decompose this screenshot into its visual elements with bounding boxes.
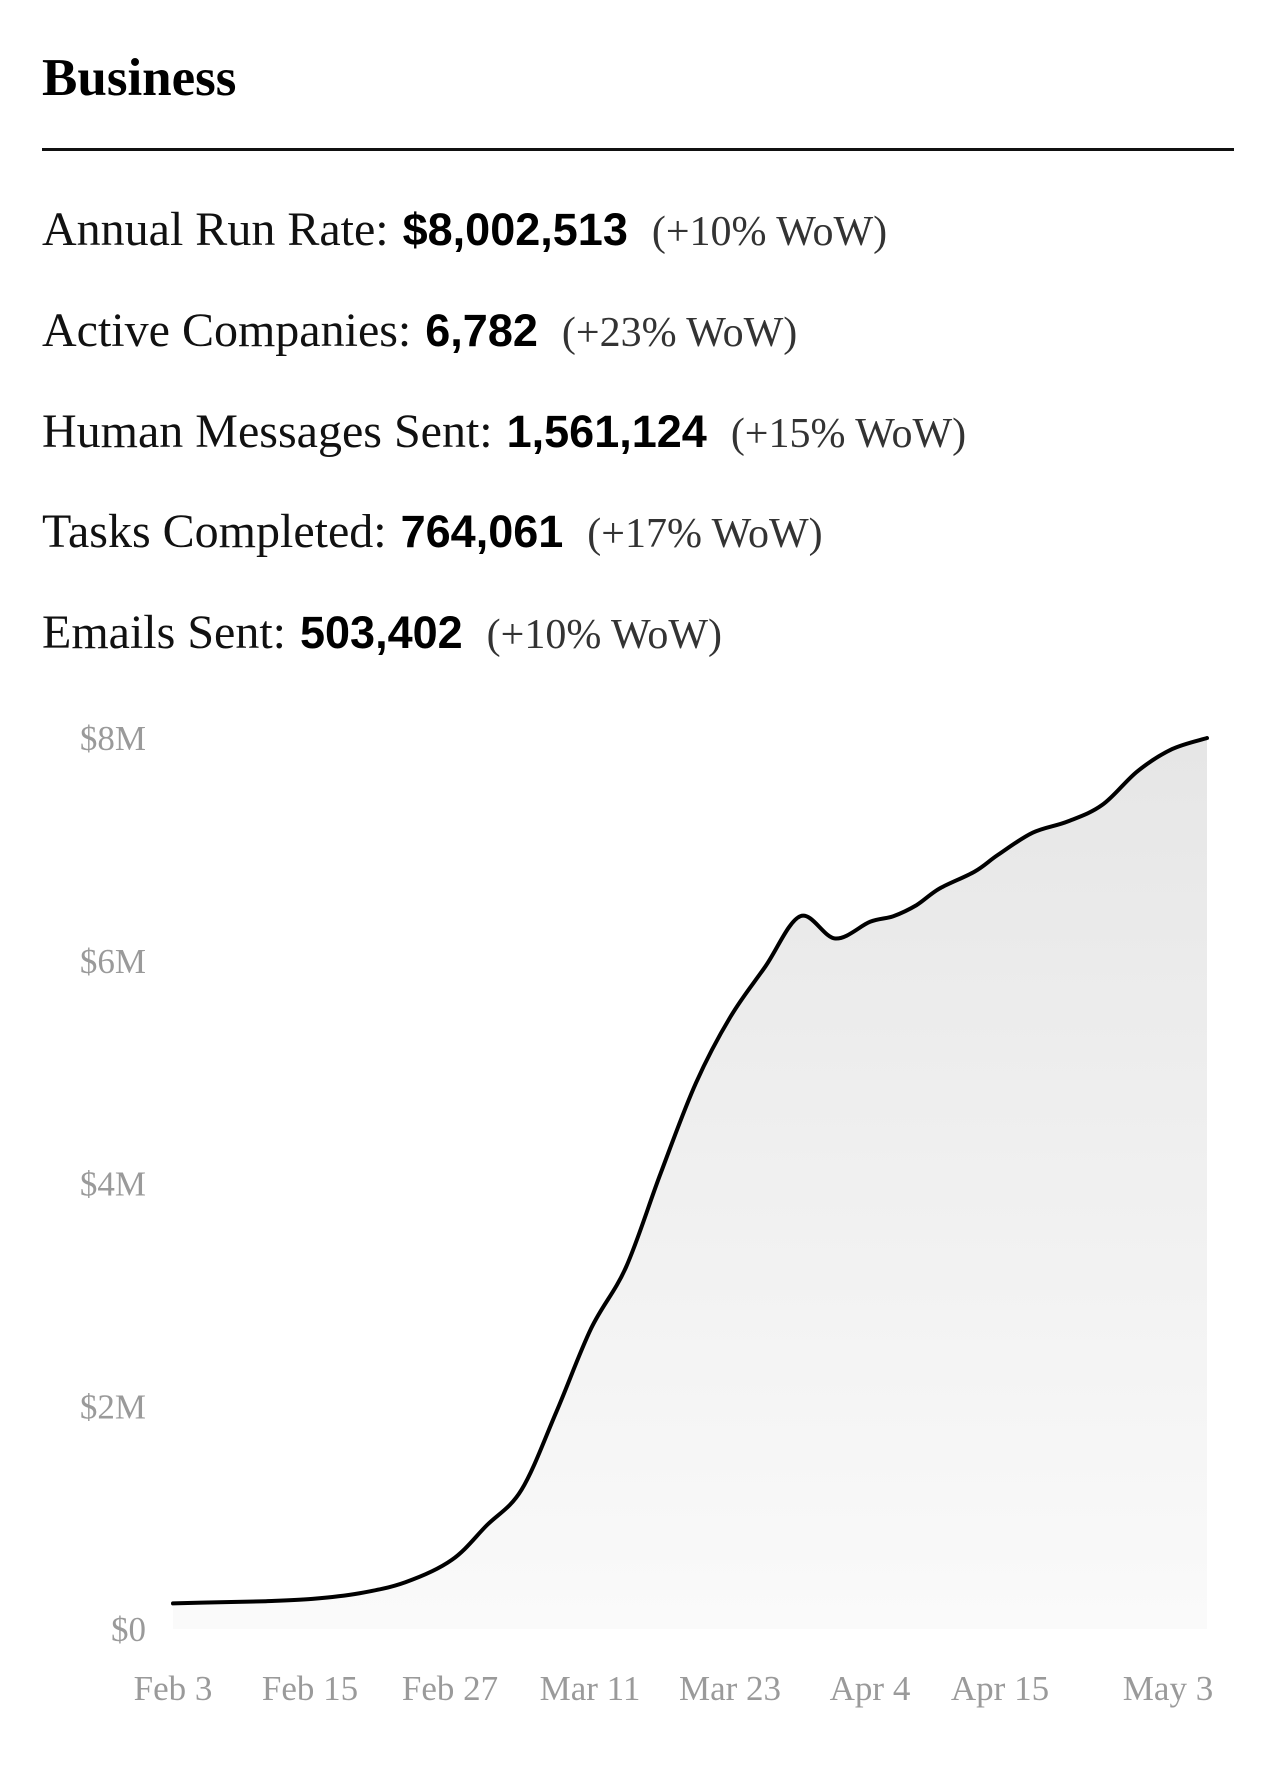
metric-value: 503,402 xyxy=(299,607,463,658)
metric-label: Emails Sent: xyxy=(42,606,286,659)
metric-change: (+10% WoW) xyxy=(651,209,888,255)
metric-label: Annual Run Rate: xyxy=(42,203,389,256)
title-divider xyxy=(42,148,1234,151)
metric-value: 1,561,124 xyxy=(506,406,707,457)
x-axis-ticks: Feb 3 Feb 15 Feb 27 Mar 11 Mar 23 Apr 4 Apr 15… xyxy=(134,1669,1214,1708)
y-tick-label: $8M xyxy=(80,719,146,758)
metric-change: (+17% WoW) xyxy=(587,511,823,557)
x-tick-label: Apr 4 xyxy=(830,1669,911,1708)
metric-change: (+23% WoW) xyxy=(561,310,798,356)
metric-change: (+15% WoW) xyxy=(730,411,967,457)
metric-change: (+10% WoW) xyxy=(486,612,722,658)
metric-tasks-completed: Tasks Completed: 764,061 (+17% WoW) xyxy=(42,504,823,564)
metric-active-companies: Active Companies: 6,782 (+23% WoW) xyxy=(42,303,797,363)
series-area xyxy=(173,738,1207,1629)
x-tick-label: May 3 xyxy=(1123,1669,1213,1708)
metric-human-messages-sent: Human Messages Sent: 1,561,124 (+15% WoW… xyxy=(42,404,966,464)
y-tick-label: $4M xyxy=(80,1165,146,1204)
y-tick-label: $0 xyxy=(111,1610,146,1649)
metric-value: 6,782 xyxy=(425,305,538,356)
metric-emails-sent: Emails Sent: 503,402 (+10% WoW) xyxy=(42,605,722,665)
metric-label: Active Companies: xyxy=(42,304,412,357)
x-tick-label: Feb 15 xyxy=(262,1669,358,1708)
x-tick-label: Mar 11 xyxy=(540,1669,641,1708)
x-tick-label: Mar 23 xyxy=(679,1669,781,1708)
metric-label: Tasks Completed: xyxy=(42,505,387,558)
y-tick-label: $2M xyxy=(80,1387,146,1426)
x-tick-label: Feb 3 xyxy=(134,1669,213,1708)
metric-annual-run-rate: Annual Run Rate: $8,002,513 (+10% WoW) xyxy=(42,202,887,262)
y-axis-ticks: $0 $2M $4M $6M $8M xyxy=(80,719,146,1649)
x-tick-label: Feb 27 xyxy=(402,1669,498,1708)
run-rate-chart: $0 $2M $4M $6M $8M Feb 3 Feb 15 Feb 27 Mar 11 Ma… xyxy=(80,719,1214,1708)
section-title: Business xyxy=(42,49,237,107)
metric-value: $8,002,513 xyxy=(402,204,628,255)
y-tick-label: $6M xyxy=(80,942,146,981)
series-line xyxy=(171,736,1209,1606)
metric-label: Human Messages Sent: xyxy=(42,405,493,458)
x-tick-label: Apr 15 xyxy=(951,1669,1049,1708)
metric-value: 764,061 xyxy=(400,506,564,557)
